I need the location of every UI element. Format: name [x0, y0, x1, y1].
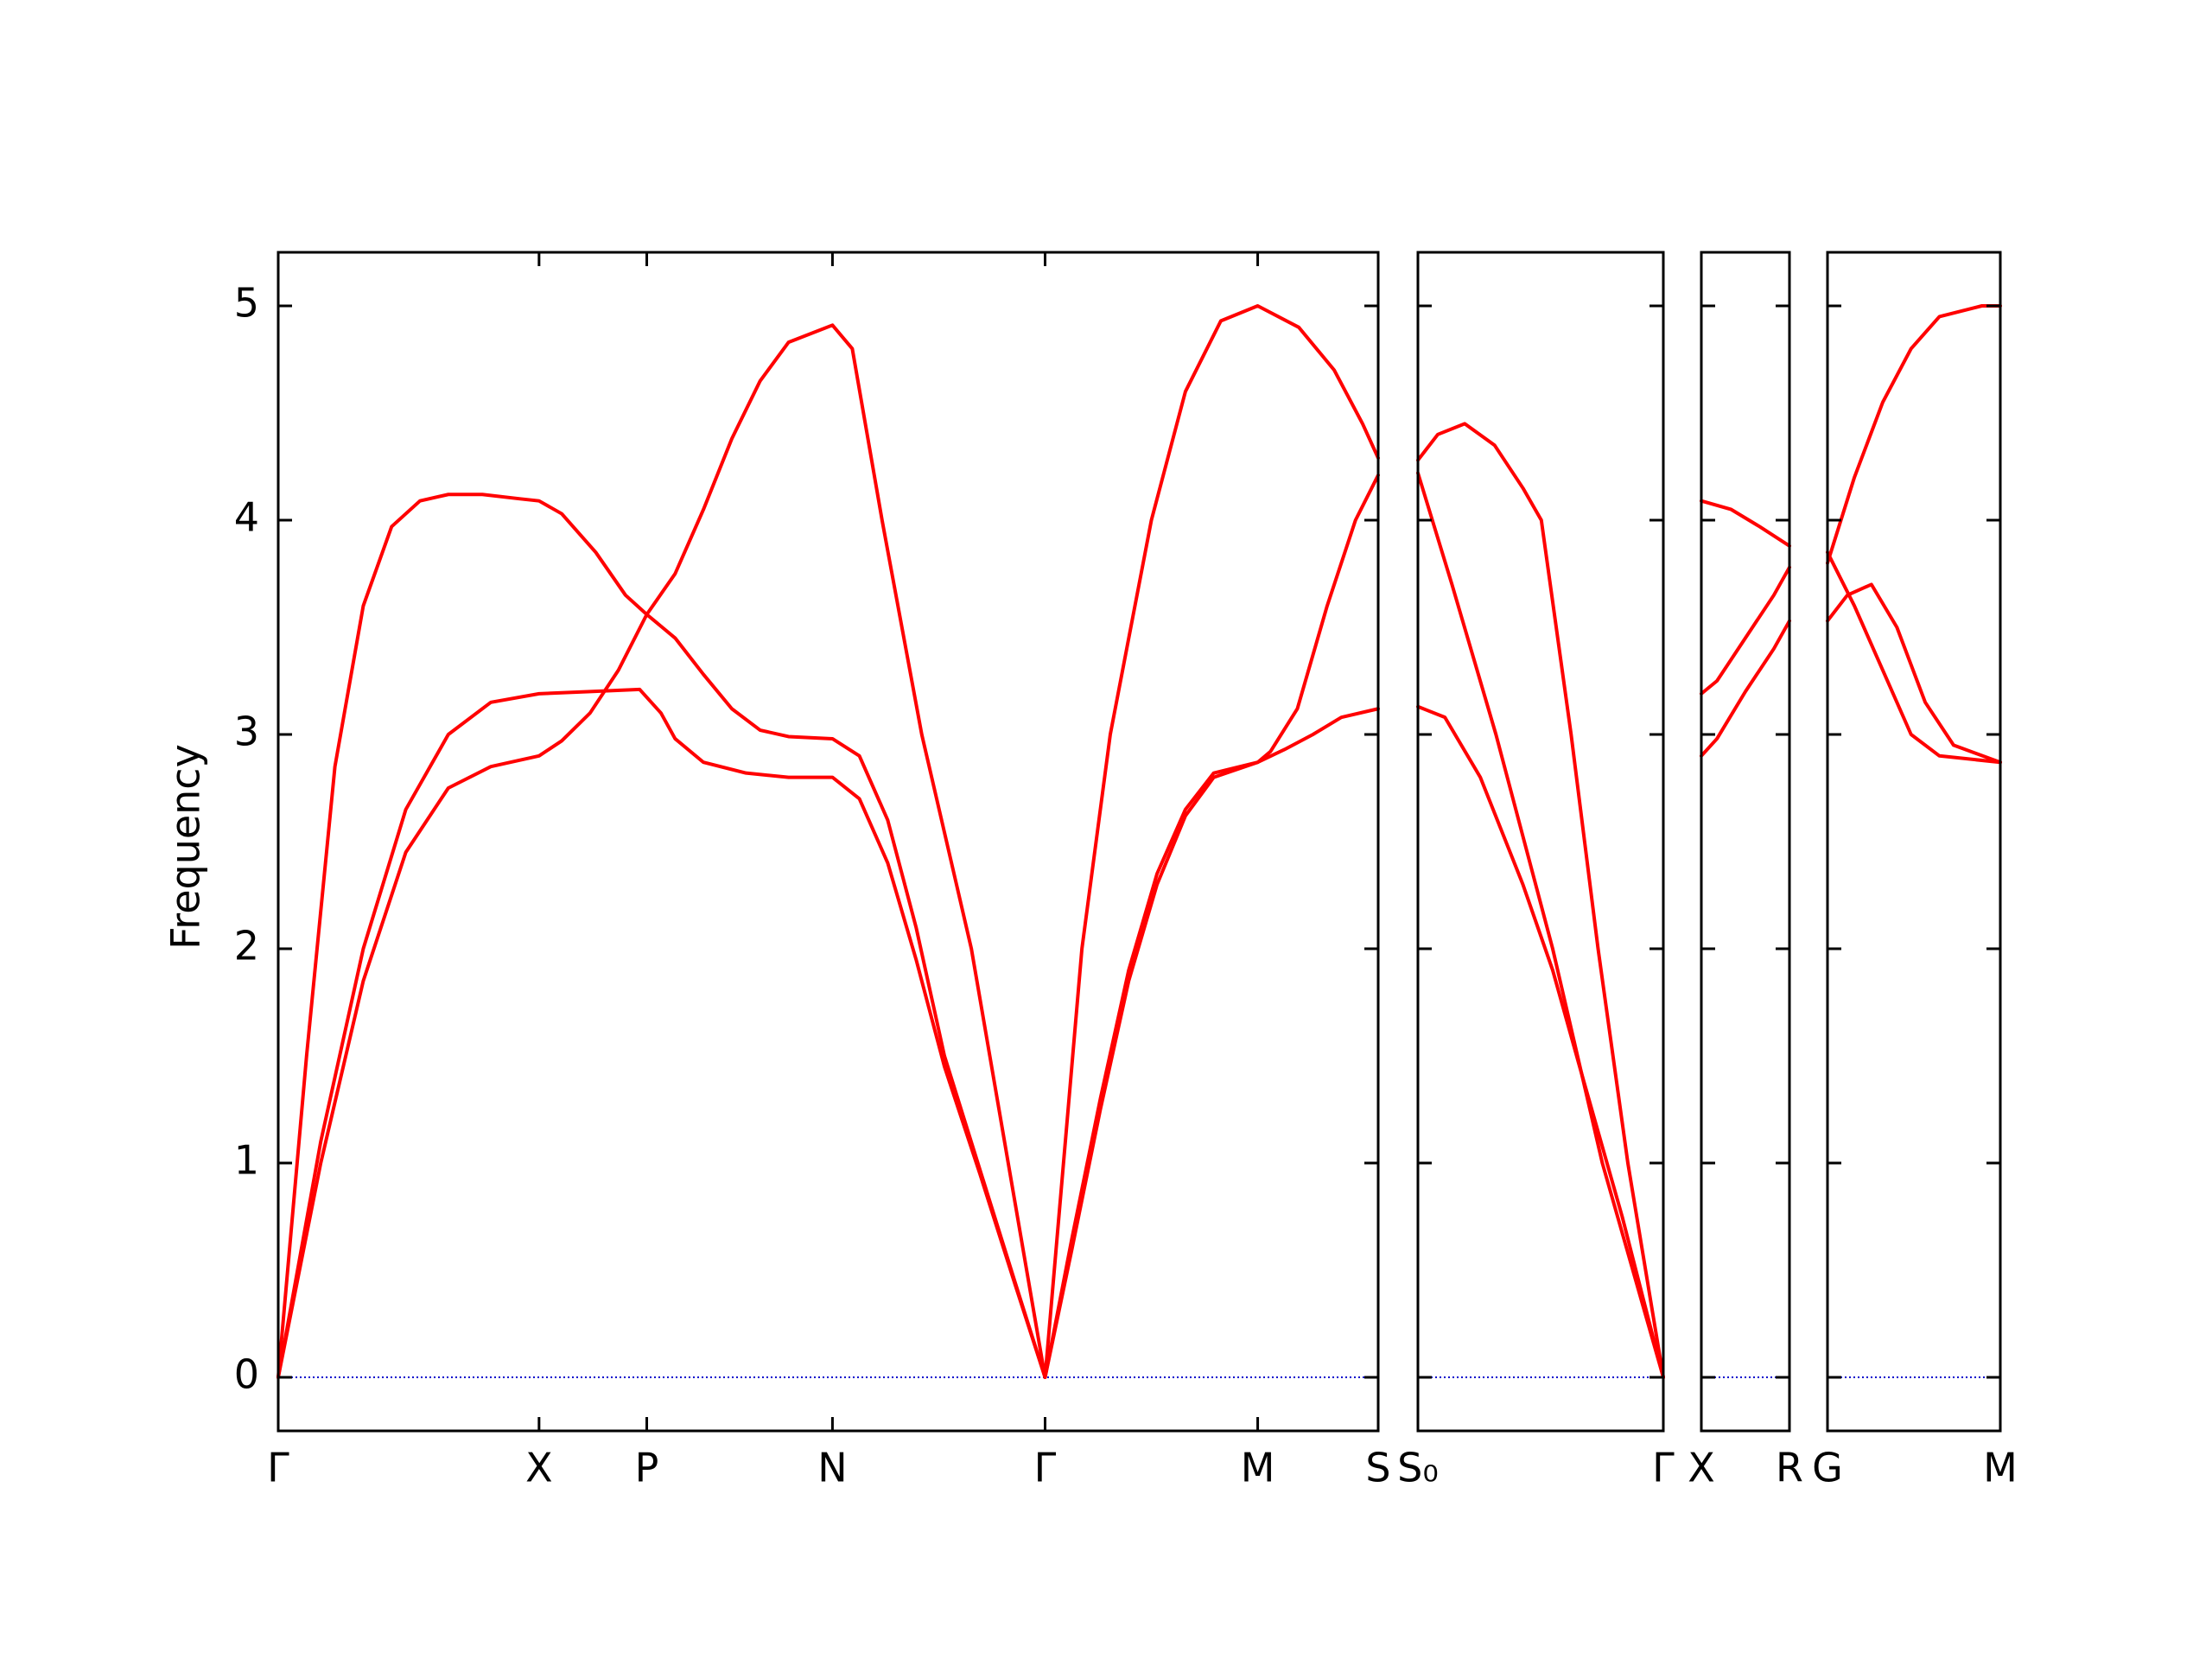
band-line	[1416, 704, 1665, 1379]
x-tick-label: X	[525, 1445, 553, 1491]
band-line	[1826, 304, 2002, 565]
y-axis-label: Frequency	[162, 744, 209, 950]
x-tick-label: N	[817, 1445, 847, 1491]
band-line	[276, 493, 1380, 1379]
y-tick-label: 1	[234, 1137, 259, 1184]
band-line	[276, 473, 1380, 1379]
x-tick-label: S	[1365, 1445, 1390, 1491]
x-tick-label: X	[1688, 1445, 1715, 1491]
band-line	[1826, 550, 2002, 765]
band-line	[1416, 471, 1665, 1379]
x-tick-label: S₀	[1397, 1445, 1439, 1491]
y-tick-label: 4	[234, 494, 259, 541]
band-line	[1700, 619, 1791, 758]
band-line	[276, 304, 1380, 1379]
axes-frame	[1416, 251, 1665, 1433]
y-tick-label: 5	[234, 280, 259, 327]
axes-frame	[1700, 251, 1791, 1433]
x-tick-label: Γ	[1034, 1445, 1057, 1491]
band-line	[1700, 565, 1791, 696]
y-tick-label: 2	[234, 923, 259, 969]
axes-frame	[276, 251, 1380, 1433]
x-tick-label: Γ	[1652, 1445, 1675, 1491]
x-tick-label: M	[1983, 1445, 2018, 1491]
x-tick-label: G	[1812, 1445, 1843, 1491]
axes-frame	[1826, 251, 2002, 1433]
x-tick-label: R	[1776, 1445, 1803, 1491]
x-tick-label: M	[1241, 1445, 1275, 1491]
x-tick-label: P	[635, 1445, 659, 1491]
band-line	[1416, 422, 1665, 1379]
y-tick-label: 0	[234, 1351, 259, 1398]
x-tick-label: Γ	[267, 1445, 289, 1491]
band-line	[1700, 499, 1791, 548]
band-line	[1826, 582, 2002, 765]
y-tick-label: 3	[234, 709, 259, 755]
